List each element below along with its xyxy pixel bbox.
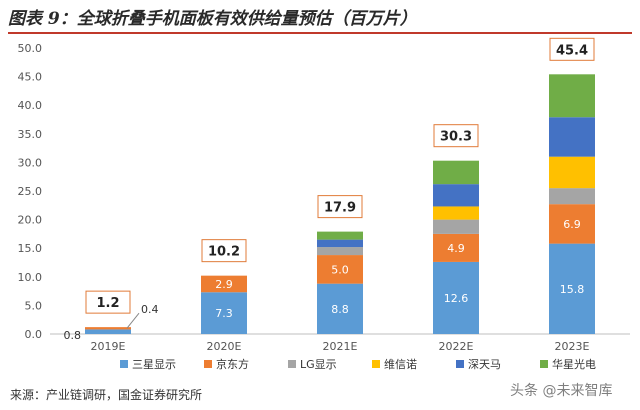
- total-box-2022E: [433, 124, 479, 148]
- y-tick-label-3: 15.0: [18, 242, 43, 255]
- bar-segment-2021E-京东方: [317, 255, 363, 284]
- legend-swatch-深天马: [456, 360, 464, 368]
- x-tick-label-2023E: 2023E: [555, 340, 590, 353]
- segment-label-2023E-京东方: 6.9: [563, 218, 581, 231]
- total-label-2023E: 45.4: [556, 43, 588, 58]
- legend-label-深天马: 深天马: [468, 358, 501, 371]
- source-note: 来源：产业链调研，国金证券研究所: [10, 388, 203, 402]
- bar-segment-2023E-深天马: [549, 117, 595, 157]
- total-label-2021E: 17.9: [324, 201, 356, 216]
- legend-swatch-三星显示: [120, 360, 128, 368]
- bar-segment-2022E-深天马: [433, 184, 479, 207]
- total-label-2022E: 30.3: [440, 130, 472, 145]
- legend-label-维信诺: 维信诺: [384, 358, 417, 371]
- bar-segment-2023E-京东方: [549, 204, 595, 244]
- segment-label-2021E-三星显示: 8.8: [331, 303, 349, 316]
- y-tick-label-4: 20.0: [18, 214, 43, 227]
- bar-segment-2022E-华星光电: [433, 160, 479, 185]
- bar-segment-2023E-华星光电: [549, 74, 595, 118]
- total-box-2023E: [549, 37, 595, 61]
- bar-segment-2021E-LG显示: [317, 247, 363, 256]
- x-tick-label-2022E: 2022E: [439, 340, 474, 353]
- segment-label-2019E-京东方: 0.4: [141, 303, 159, 316]
- stacked-bar-chart: 0.0 5.0 10.0 15.0 20.0 25.0 30.0 35.0 40.0 45.0 50…: [18, 37, 630, 371]
- legend-swatch-京东方: [204, 360, 212, 368]
- y-tick-label-10: 50.0: [18, 42, 43, 55]
- bar-segment-2023E-维信诺: [549, 156, 595, 189]
- segment-label-2020E-三星显示: 7.3: [215, 307, 233, 320]
- bar-segment-2022E-LG显示: [433, 219, 479, 234]
- legend-label-LG显示: LG显示: [300, 358, 337, 371]
- chart-title: 图表 9：全球折叠手机面板有效供给量预估（百万片）: [8, 6, 632, 34]
- bar-segment-2022E-京东方: [433, 233, 479, 262]
- total-label-2019E: 1.2: [96, 296, 119, 311]
- y-tick-label-1: 5.0: [25, 299, 43, 312]
- segment-label-2019E-三星显示: 0.8: [64, 329, 82, 342]
- bar-segment-2021E-三星显示: [317, 283, 363, 334]
- y-tick-label-0: 0.0: [25, 328, 43, 341]
- x-tick-label-2021E: 2021E: [323, 340, 358, 353]
- segment-label-2020E-京东方: 2.9: [215, 278, 233, 291]
- bar-segment-2020E-京东方: [201, 275, 247, 293]
- legend-swatch-维信诺: [372, 360, 380, 368]
- total-label-2020E: 10.2: [208, 245, 240, 260]
- y-tick-label-5: 25.0: [18, 185, 43, 198]
- segment-label-2022E-三星显示: 12.6: [444, 292, 469, 305]
- segment-label-2023E-三星显示: 15.8: [560, 283, 585, 296]
- bar-segment-2022E-维信诺: [433, 206, 479, 220]
- legend-label-华星光电: 华星光电: [552, 357, 596, 371]
- bar-segment-2021E-华星光电: [317, 231, 363, 240]
- y-tick-label-9: 45.0: [18, 71, 43, 84]
- legend-label-三星显示: 三星显示: [132, 358, 176, 371]
- y-tick-label-6: 30.0: [18, 156, 43, 169]
- bar-segment-2020E-三星显示: [201, 292, 247, 334]
- bar-segment-2023E-LG显示: [549, 188, 595, 205]
- segment-label-2021E-京东方: 5.0: [331, 263, 349, 276]
- y-tick-label-8: 40.0: [18, 99, 43, 112]
- legend-swatch-华星光电: [540, 360, 548, 368]
- y-tick-label-2: 10.0: [18, 271, 43, 284]
- segment-label-2022E-京东方: 4.9: [447, 242, 465, 255]
- legend-label-京东方: 京东方: [216, 357, 249, 371]
- y-tick-label-7: 35.0: [18, 128, 43, 141]
- total-box-2019E: [85, 290, 131, 314]
- x-tick-label-2019E: 2019E: [91, 340, 126, 353]
- bar-segment-2023E-三星显示: [549, 243, 595, 334]
- bar-segment-2021E-深天马: [317, 239, 363, 248]
- total-box-2021E: [317, 195, 363, 219]
- watermark: 头条 @未来智库: [510, 383, 613, 399]
- legend-swatch-LG显示: [288, 360, 296, 368]
- leader-line-2019E: [126, 312, 140, 329]
- x-tick-label-2020E: 2020E: [207, 340, 242, 353]
- bar-segment-2022E-三星显示: [433, 261, 479, 334]
- bar-segment-2019E-京东方: [85, 327, 131, 330]
- total-box-2020E: [201, 239, 247, 263]
- bar-segment-2019E-三星显示: [85, 329, 131, 334]
